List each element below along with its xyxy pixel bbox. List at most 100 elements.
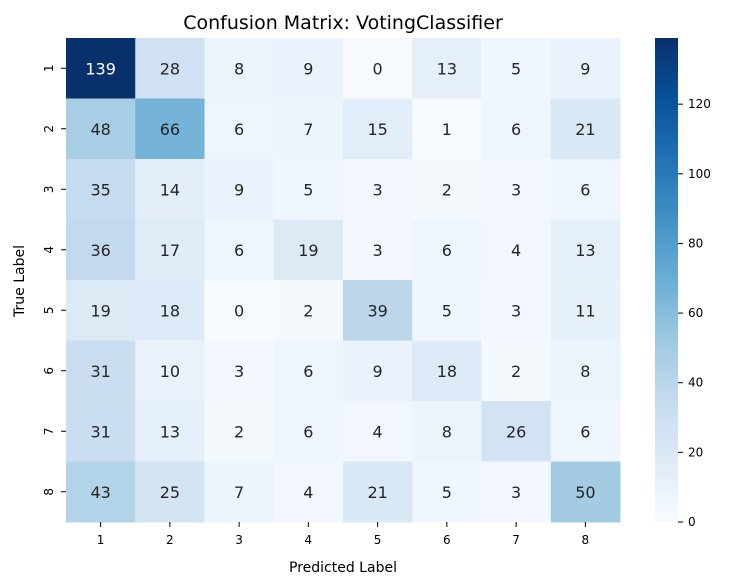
cell-value-label: 6 (303, 422, 313, 441)
cell-value-label: 139 (85, 59, 116, 78)
cell-value-label: 7 (303, 120, 313, 139)
cell-value-label: 2 (234, 422, 244, 441)
cell-value-label: 9 (580, 59, 590, 78)
cell-value-label: 21 (367, 483, 387, 502)
heatmap-cell (204, 461, 275, 523)
x-tick-label: 6 (443, 533, 451, 547)
cell-value-label: 18 (160, 301, 180, 320)
heatmap-cell (412, 98, 482, 160)
heatmap-cell (343, 340, 413, 402)
heatmap-cell (412, 461, 482, 523)
cell-value-label: 7 (234, 483, 244, 502)
y-tick-label: 1 (42, 64, 56, 72)
heatmap-cell (135, 461, 205, 523)
heatmap-cell (412, 38, 482, 99)
cell-value-label: 2 (303, 301, 313, 320)
heatmap-cell (135, 280, 205, 341)
cell-value-label: 3 (511, 483, 521, 502)
heatmap-cell (66, 38, 136, 99)
heatmap-cell (273, 401, 344, 462)
cell-value-label: 13 (160, 422, 180, 441)
cell-value-label: 26 (506, 422, 526, 441)
cell-value-label: 8 (234, 59, 244, 78)
cell-value-label: 5 (303, 180, 313, 199)
x-tick-label: 5 (374, 533, 382, 547)
heatmap-cell (550, 38, 621, 99)
cell-value-label: 8 (442, 422, 452, 441)
cell-value-label: 21 (575, 120, 595, 139)
cell-value-label: 13 (575, 241, 595, 260)
cell-value-label: 25 (160, 483, 180, 502)
heatmap-cell (343, 159, 413, 220)
x-tick-label: 8 (582, 533, 590, 547)
cell-value-label: 15 (367, 120, 387, 139)
cell-value-label: 31 (90, 422, 110, 441)
heatmap-cell (343, 461, 413, 523)
x-tick-label: 3 (235, 533, 243, 547)
cell-value-label: 28 (160, 59, 180, 78)
heatmap-cell (412, 280, 482, 341)
colorbar-tick-label: 40 (688, 376, 703, 390)
heatmap-cell (550, 280, 621, 341)
heatmap-cell (273, 38, 344, 99)
cell-value-label: 2 (442, 180, 452, 199)
heatmap-cell (66, 219, 136, 281)
cell-value-label: 36 (90, 241, 110, 260)
y-tick-label: 2 (42, 125, 56, 133)
cell-value-label: 1 (442, 120, 452, 139)
heatmap-cell (135, 219, 205, 281)
heatmap-cell (481, 280, 552, 341)
y-tick-label: 7 (42, 427, 56, 435)
heatmap-cell (273, 159, 344, 220)
cell-value-label: 6 (580, 422, 590, 441)
cell-value-label: 39 (367, 301, 387, 320)
heatmap-cell (273, 219, 344, 281)
cell-value-label: 5 (511, 59, 521, 78)
colorbar-tick-label: 20 (688, 445, 703, 459)
y-axis-label: True Label (12, 245, 28, 318)
heatmap-cell (412, 401, 482, 462)
y-tick-label: 6 (42, 367, 56, 375)
heatmap-cell (481, 219, 552, 281)
heatmap-cell (343, 98, 413, 160)
heatmap-cell (343, 38, 413, 99)
heatmap-cell (66, 401, 136, 462)
cell-value-label: 19 (90, 301, 110, 320)
cell-value-label: 0 (373, 59, 383, 78)
cell-value-label: 4 (303, 483, 313, 502)
heatmap-cell (135, 340, 205, 402)
heatmap-cell (135, 401, 205, 462)
cell-value-label: 35 (90, 180, 110, 199)
cell-value-label: 4 (373, 422, 383, 441)
heatmap-cell (481, 98, 552, 160)
heatmap-cell (273, 461, 344, 523)
cell-value-label: 10 (160, 362, 180, 381)
heatmap-cell (204, 280, 275, 341)
cell-value-label: 17 (160, 241, 180, 260)
heatmap-cell (343, 401, 413, 462)
cell-value-label: 9 (373, 362, 383, 381)
heatmap-cell (412, 159, 482, 220)
cell-value-label: 14 (160, 180, 180, 199)
cell-value-label: 6 (580, 180, 590, 199)
heatmap-cell (135, 98, 205, 160)
y-tick-label: 8 (42, 488, 56, 496)
cell-value-label: 3 (373, 241, 383, 260)
cell-value-label: 3 (234, 362, 244, 381)
heatmap-cell (66, 461, 136, 523)
heatmap-cell (550, 340, 621, 402)
heatmap-cell (481, 159, 552, 220)
cell-value-label: 6 (234, 120, 244, 139)
cell-value-label: 19 (298, 241, 318, 260)
cell-value-label: 48 (90, 120, 110, 139)
heatmap-cell (550, 98, 621, 160)
heatmap-cell (66, 98, 136, 160)
colorbar-ticks: 0 20 40 60 80 100 120 (678, 97, 711, 529)
cell-value-label: 5 (442, 301, 452, 320)
x-axis-label: Predicted Label (289, 560, 397, 576)
heatmap-cell (66, 340, 136, 402)
y-tick-label: 5 (42, 306, 56, 314)
heatmap-cell (481, 401, 552, 462)
heatmap-cell (343, 219, 413, 281)
